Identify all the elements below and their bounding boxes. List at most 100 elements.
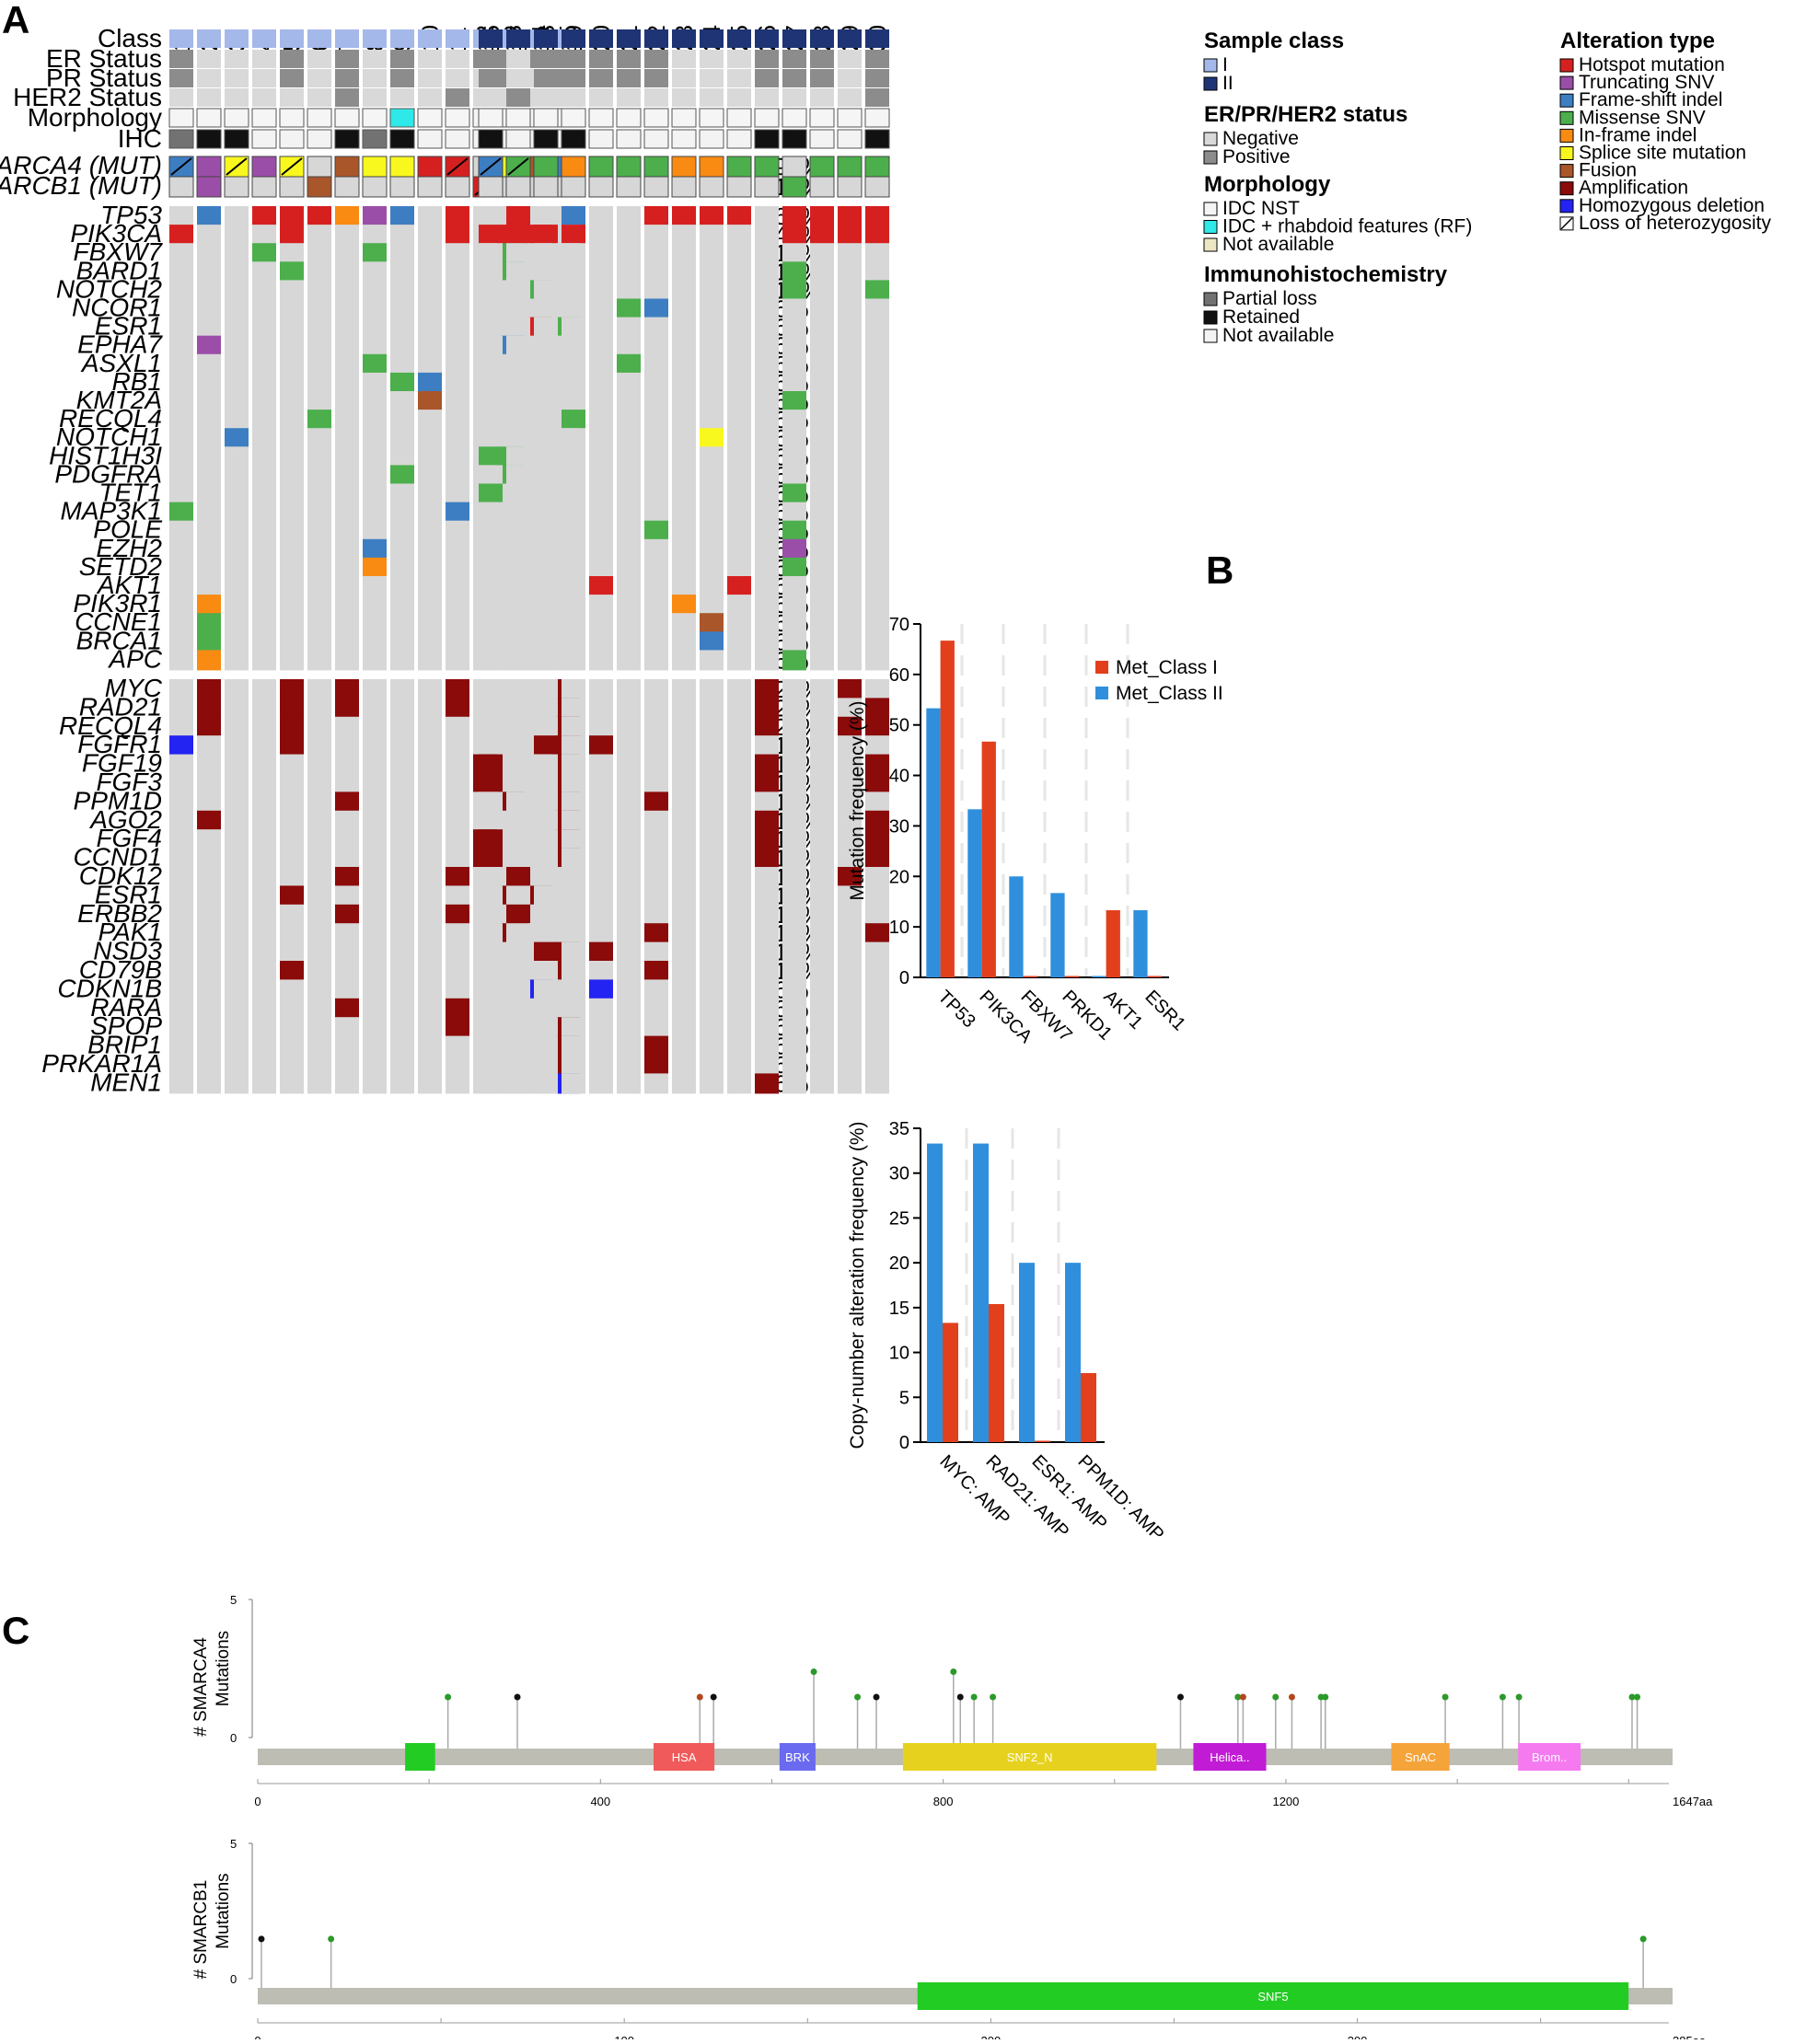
alteration-cell xyxy=(197,961,221,981)
alteration-cell xyxy=(672,735,696,756)
mutation-head xyxy=(1322,1693,1329,1701)
alteration-cell xyxy=(810,243,834,264)
alteration-cell xyxy=(169,829,193,850)
alteration-cell xyxy=(446,885,469,907)
alteration-cell xyxy=(506,679,530,699)
alteration-cell xyxy=(280,941,304,963)
alteration-cell xyxy=(562,557,585,578)
alteration-cell xyxy=(617,810,641,831)
alteration-cell xyxy=(197,595,221,616)
alteration-cell xyxy=(280,716,304,737)
alteration-cell xyxy=(363,885,387,907)
alteration-cell xyxy=(755,410,779,431)
alteration-cell xyxy=(782,867,806,887)
alteration-cell xyxy=(280,446,304,468)
alteration-cell xyxy=(418,1055,442,1075)
alteration-cell xyxy=(644,791,668,813)
alteration-cell xyxy=(727,261,751,283)
alteration-cell xyxy=(534,483,558,504)
gene-label: CD79B xyxy=(79,955,162,984)
alteration-cell xyxy=(418,791,442,813)
bar xyxy=(943,1322,958,1442)
alteration-cell xyxy=(727,679,751,699)
alteration-cell xyxy=(562,613,585,634)
alteration-cell xyxy=(418,810,442,831)
annotation-cell xyxy=(362,108,388,128)
alteration-cell xyxy=(727,298,751,319)
alteration-cell xyxy=(363,372,387,393)
alteration-cell xyxy=(307,353,331,375)
alteration-cell xyxy=(506,520,530,541)
protein-domain xyxy=(1518,1743,1581,1771)
alteration-cell xyxy=(390,885,414,907)
alteration-cell xyxy=(727,1055,751,1075)
alteration-cell xyxy=(727,810,751,831)
alteration-cell xyxy=(252,716,276,737)
legend-swatch xyxy=(1203,132,1218,146)
alteration-cell xyxy=(589,410,613,431)
alteration-cell xyxy=(280,735,304,756)
alteration-cell xyxy=(225,867,249,887)
annotation-cell xyxy=(389,108,415,128)
alteration-cell xyxy=(782,1073,806,1094)
alteration-cell xyxy=(865,735,889,756)
alteration-cell xyxy=(534,410,558,431)
annotation-label: Morphology xyxy=(28,103,162,132)
alteration-cell xyxy=(446,353,469,375)
gene-label: ESR1 xyxy=(95,880,162,908)
gene-label: BARD1 xyxy=(76,256,162,284)
alteration-cell xyxy=(727,243,751,264)
alteration-cell xyxy=(672,631,696,652)
alteration-cell xyxy=(700,243,724,264)
alteration-cell xyxy=(672,698,696,719)
alteration-cell xyxy=(810,1055,834,1075)
alteration-cell xyxy=(644,848,668,869)
alteration-cell xyxy=(446,1073,469,1094)
alteration-cell xyxy=(672,225,696,246)
alteration-cell xyxy=(755,502,779,523)
alteration-cell xyxy=(479,791,503,813)
alteration-cell xyxy=(534,904,558,925)
alteration-cell xyxy=(363,538,387,560)
alteration-cell xyxy=(700,631,724,652)
gene-label: FBXW7 xyxy=(74,237,164,266)
alteration-cell xyxy=(700,1017,724,1038)
alteration-cell xyxy=(671,176,697,198)
legend-swatch xyxy=(1559,199,1574,214)
alteration-cell xyxy=(506,353,530,375)
alteration-cell xyxy=(251,176,277,198)
alteration-cell xyxy=(755,631,779,652)
alteration-cell xyxy=(534,428,558,449)
alteration-cell xyxy=(252,829,276,850)
alteration-cell xyxy=(446,225,469,246)
alteration-cell xyxy=(672,465,696,486)
legend-swatch xyxy=(1203,329,1218,343)
alteration-cell xyxy=(446,941,469,963)
alteration-cell xyxy=(865,904,889,925)
alteration-cell xyxy=(307,391,331,411)
alteration-cell xyxy=(589,773,613,793)
alteration-cell xyxy=(196,176,222,198)
alteration-cell xyxy=(672,613,696,634)
alteration-cell xyxy=(335,206,359,226)
x-tick-label: 1200 xyxy=(1272,1795,1299,1808)
alteration-cell xyxy=(672,317,696,338)
gene-label: SMARCA4 (MUT) xyxy=(0,151,162,179)
domain-label: SNF5 xyxy=(1257,1990,1288,2004)
alteration-cell xyxy=(838,698,862,719)
alteration-cell xyxy=(446,538,469,560)
alteration-cell xyxy=(838,829,862,850)
annotation-cell xyxy=(446,88,469,107)
alteration-cell xyxy=(252,391,276,411)
alteration-cell xyxy=(307,557,331,578)
alteration-cell xyxy=(418,483,442,504)
alteration-cell xyxy=(755,1073,779,1094)
annotation-cell xyxy=(727,88,751,107)
alteration-cell xyxy=(197,261,221,283)
alteration-cell xyxy=(534,1055,558,1075)
y-tick-label: 0 xyxy=(230,1731,237,1745)
alteration-cell xyxy=(810,754,834,775)
alteration-cell xyxy=(506,885,530,907)
alteration-cell xyxy=(562,631,585,652)
alteration-cell xyxy=(727,941,751,963)
